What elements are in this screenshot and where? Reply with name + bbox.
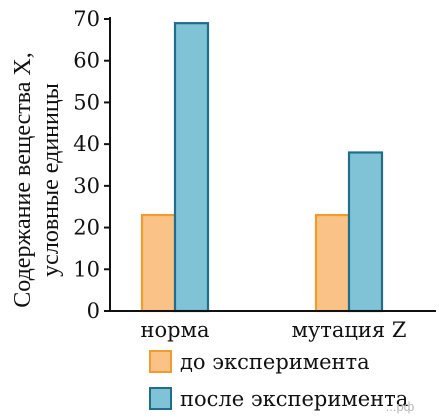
y-tick-label: 50 [73,90,100,114]
x-category-label: мутация Z [292,318,407,342]
bars [140,22,384,313]
legend-swatch-after [149,387,172,410]
y-axis-title: Содержание вещества X, условные единицы [10,52,64,307]
bar-before-1 [314,213,351,313]
legend-swatch-before [149,350,172,373]
watermark: ...рф [386,399,415,414]
y-axis-title-line-2: условные единицы [38,83,64,277]
y-tick-label: 30 [73,174,100,198]
y-axis-title-line-1: Содержание вещества X, [10,52,36,307]
x-axis-labels: норма мутация Z [141,318,407,342]
bar-after-1 [347,151,384,313]
legend-label-before: до эксперимента [180,350,370,374]
x-category-label: норма [141,318,210,342]
y-tick-label: 10 [73,257,100,281]
axes [109,17,436,312]
legend: до эксперимента после эксперимента [149,350,408,411]
y-tick-label: 40 [73,132,100,156]
y-tick-label: 60 [73,49,100,73]
y-tick-label: 0 [87,299,100,323]
y-axis-ticks: 0 10 20 30 40 50 60 70 [73,7,110,323]
bar-before-0 [140,213,177,313]
y-tick-label: 20 [73,216,100,240]
bar-after-0 [173,22,210,313]
legend-label-after: после эксперимента [180,387,408,411]
y-tick-label: 70 [73,7,100,31]
